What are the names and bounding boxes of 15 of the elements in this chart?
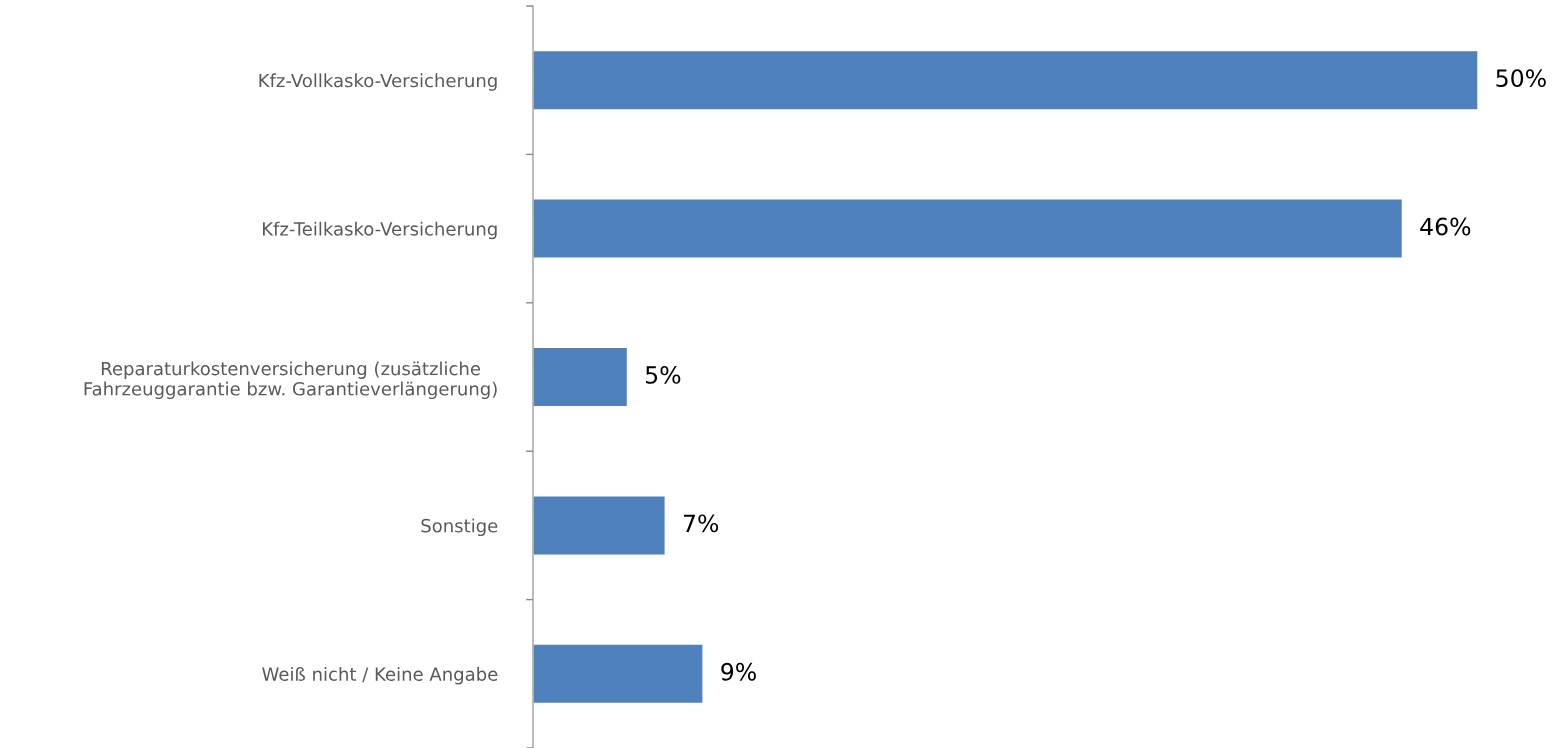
data-label: 46% [1420,217,1471,236]
bar [533,198,1404,259]
data-label: 9% [721,662,756,681]
bar [533,346,629,408]
bar [533,643,704,705]
y-tick-label: Reparaturkostenversicherung (zusätzliche Fahrzeuggarantie bzw. Garantieverlängerung) [84,361,497,400]
y-tick-label: Weiß nicht / Keine Angabe [262,666,498,685]
bar [533,495,666,556]
data-label: 7% [683,514,719,533]
y-tick-label: Sonstige [421,518,498,537]
y-tick-label: Kfz-Teilkasko-Versicherung [263,221,497,240]
bar [533,49,1478,111]
data-label: 5% [645,365,681,384]
data-label: 50% [1496,69,1546,88]
y-tick-label: Kfz-Vollkasko-Versicherung [259,73,497,91]
